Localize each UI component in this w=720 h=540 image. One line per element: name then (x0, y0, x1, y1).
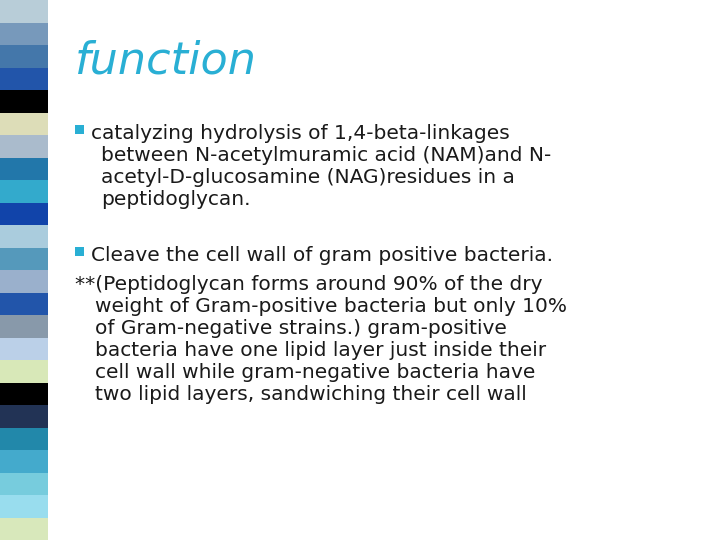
Bar (0, 180, 48, 202)
Bar (0, 517, 48, 540)
Bar (0, 450, 48, 472)
Bar (0, 112, 48, 135)
Text: peptidoglycan.: peptidoglycan. (101, 190, 251, 209)
Bar (0, 338, 48, 360)
Bar (0, 158, 48, 180)
Bar (0, 495, 48, 517)
Bar (0, 270, 48, 293)
Bar (0, 428, 48, 450)
Bar (0, 90, 48, 112)
Bar (0, 382, 48, 405)
Text: **(Peptidoglycan forms around 90% of the dry: **(Peptidoglycan forms around 90% of the… (75, 275, 542, 294)
Text: weight of Gram-positive bacteria but only 10%: weight of Gram-positive bacteria but onl… (95, 297, 567, 316)
Bar (75, 247, 84, 256)
Text: Cleave the cell wall of gram positive bacteria.: Cleave the cell wall of gram positive ba… (91, 246, 553, 265)
Bar (0, 202, 48, 225)
Text: two lipid layers, sandwiching their cell wall: two lipid layers, sandwiching their cell… (95, 385, 527, 404)
Bar (0, 135, 48, 158)
Text: function: function (75, 40, 257, 83)
Text: cell wall while gram-negative bacteria have: cell wall while gram-negative bacteria h… (95, 363, 536, 382)
Bar (0, 315, 48, 338)
Text: bacteria have one lipid layer just inside their: bacteria have one lipid layer just insid… (95, 341, 546, 360)
Text: catalyzing hydrolysis of 1,4-beta-linkages: catalyzing hydrolysis of 1,4-beta-linkag… (91, 124, 510, 143)
Bar (0, 23, 48, 45)
Bar (0, 293, 48, 315)
Bar (0, 45, 48, 68)
Text: acetyl-D-glucosamine (NAG)residues in a: acetyl-D-glucosamine (NAG)residues in a (101, 168, 515, 187)
Bar (0, 0, 48, 23)
Bar (0, 472, 48, 495)
Text: of Gram-negative strains.) gram-positive: of Gram-negative strains.) gram-positive (95, 319, 507, 338)
Text: between N-acetylmuramic acid (NAM)and N-: between N-acetylmuramic acid (NAM)and N- (101, 146, 552, 165)
Bar (0, 68, 48, 90)
Bar (0, 247, 48, 270)
Bar (0, 405, 48, 428)
Bar (75, 125, 84, 134)
Bar (0, 225, 48, 247)
Bar (0, 360, 48, 382)
